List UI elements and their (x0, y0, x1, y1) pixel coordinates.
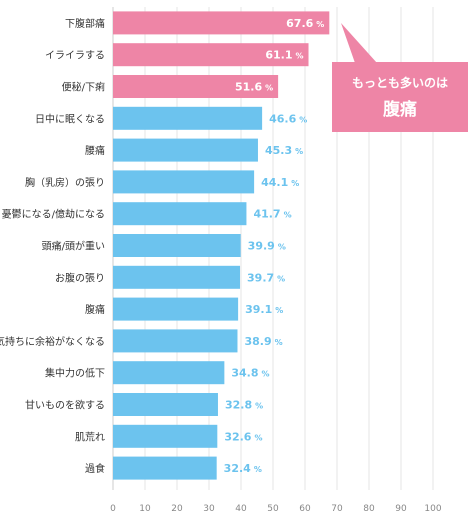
x-tick-label: 60 (299, 504, 311, 514)
category-label: 便秘/下痢 (62, 81, 105, 94)
x-tick-label: 0 (110, 504, 116, 514)
category-label: 集中力の低下 (45, 367, 105, 380)
bar (113, 75, 279, 98)
bar (113, 11, 330, 35)
bar (113, 234, 241, 257)
category-label: 日中に眠くなる (35, 112, 105, 125)
category-label: お腹の張り (55, 271, 105, 284)
category-label: 腰痛 (85, 144, 105, 157)
category-label: 気持ちに余裕がなくなる (0, 335, 105, 348)
data-label: 44.1% (261, 176, 299, 189)
x-tick-label: 50 (267, 504, 279, 514)
data-label: 32.6% (224, 430, 262, 443)
callout-text: もっとも多いのは (351, 76, 448, 90)
category-label: 過食 (85, 462, 105, 475)
bar (113, 202, 247, 226)
category-label: 肌荒れ (75, 431, 105, 443)
x-tick-label: 80 (363, 504, 375, 514)
bar (113, 170, 255, 194)
bar (113, 138, 258, 162)
data-label: 61.1% (265, 49, 303, 62)
callout-box: もっとも多いのは 腹痛 (332, 62, 468, 132)
x-tick-label: 40 (235, 504, 247, 514)
category-label: 腹痛 (85, 303, 105, 316)
data-label: 39.9% (248, 240, 286, 253)
bar (113, 329, 238, 353)
x-axis-ticks: 0 10 20 30 40 50 60 70 80 90 100 (110, 504, 442, 514)
category-label: 憂鬱になる/億劫になる (2, 208, 105, 221)
bar (113, 265, 241, 289)
callout-highlight-text: 腹痛 (383, 100, 417, 120)
data-label: 45.3% (265, 144, 303, 157)
x-tick-label: 100 (424, 504, 441, 514)
data-label: 32.8% (225, 399, 263, 412)
x-tick-label: 30 (203, 504, 215, 514)
bars (113, 11, 330, 480)
category-label: 胸（乳房）の張り (25, 176, 105, 189)
x-tick-label: 70 (331, 504, 343, 514)
bar (113, 361, 225, 385)
data-label: 67.6% (286, 17, 324, 30)
category-label: 甘いものを欲する (25, 399, 105, 412)
bar (113, 43, 309, 67)
bar (113, 393, 218, 416)
data-label: 34.8% (231, 367, 269, 380)
data-label: 32.4% (224, 462, 262, 475)
x-tick-label: 10 (139, 504, 151, 514)
bar (113, 456, 217, 480)
bar (113, 297, 239, 321)
data-label: 46.6% (269, 112, 307, 125)
data-label: 39.1% (245, 303, 283, 316)
data-label: 38.9% (244, 335, 282, 348)
x-tick-label: 20 (171, 504, 183, 514)
bar (113, 106, 263, 130)
category-label: 頭痛/頭が重い (42, 240, 105, 253)
data-label: 51.6% (235, 81, 273, 94)
value-labels: 67.6 % 61.1 % 51.6 % 46.6 % 45.3 % 44.1 % 41.7 % 39.9%… (224, 17, 325, 475)
data-label: 39.7% (247, 271, 285, 284)
category-label: イライラする (45, 50, 105, 62)
bar (113, 424, 218, 448)
category-labels: 下腹部痛イライラする便秘/下痢日中に眠くなる腰痛胸（乳房）の張り憂鬱になる/億劫… (0, 17, 105, 475)
category-label: 下腹部痛 (65, 17, 105, 30)
x-tick-label: 90 (395, 504, 407, 514)
callout-pointer (341, 23, 377, 63)
data-label: 41.7% (253, 208, 291, 221)
